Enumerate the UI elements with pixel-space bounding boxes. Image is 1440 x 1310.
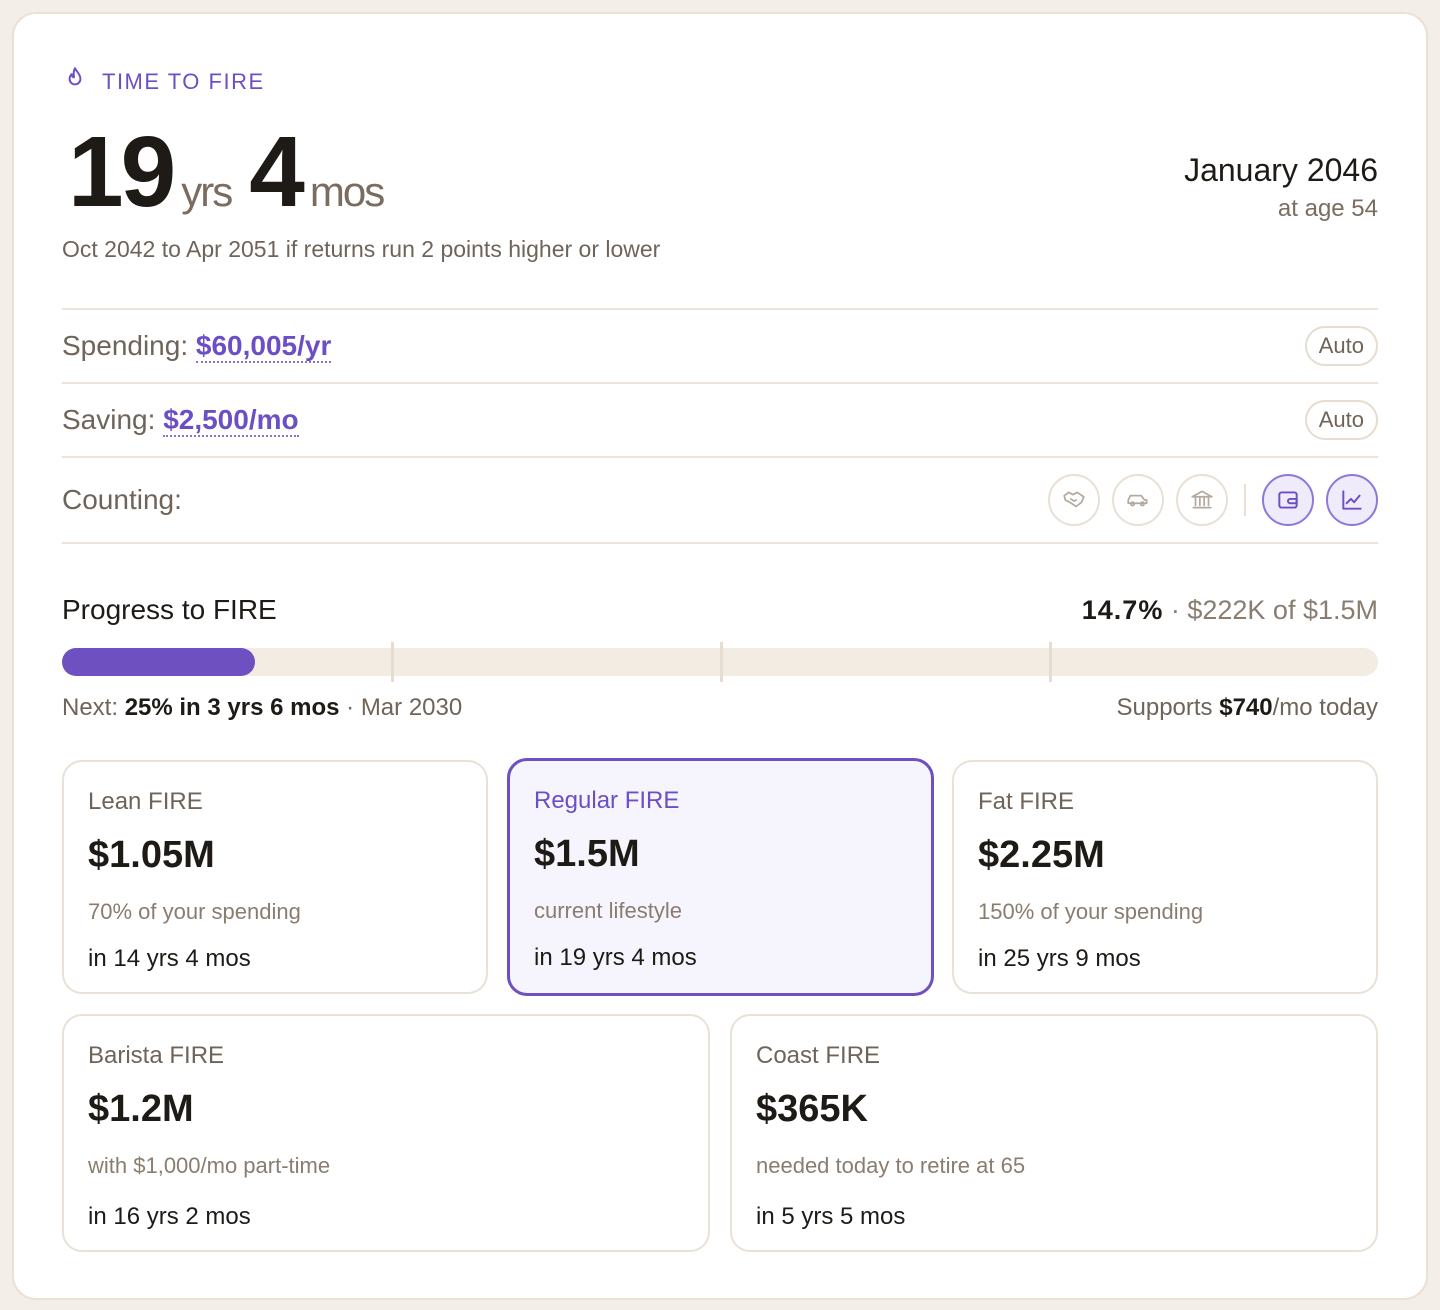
chart-line-icon <box>1342 490 1362 510</box>
spending-row: Spending: $60,005/yr Auto <box>62 308 1378 382</box>
supports-prefix: Supports <box>1116 694 1213 721</box>
fire-card-title: Fat FIRE <box>978 788 1075 815</box>
investments-toggle[interactable] <box>1326 474 1378 526</box>
target-date-block: January 2046 at age 54 <box>1184 152 1378 223</box>
range-text: Oct 2042 to Apr 2051 if returns run 2 po… <box>62 236 661 262</box>
saving-value-link[interactable]: $2,500/mo <box>163 404 299 437</box>
fire-card-time: in 14 yrs 4 mos <box>88 945 251 972</box>
target-date: January 2046 <box>1184 152 1378 188</box>
car-toggle[interactable] <box>1112 474 1164 526</box>
fire-card-amount: $365K <box>756 1088 868 1130</box>
target-age: at age 54 <box>1277 195 1378 222</box>
milestone-tick <box>391 642 394 682</box>
fire-card-title: Lean FIRE <box>88 788 203 815</box>
fire-card-title: Regular FIRE <box>534 787 680 814</box>
fire-card-description: with $1,000/mo part-time <box>88 1153 331 1178</box>
next-separator: · <box>346 694 355 721</box>
eyebrow-label: TIME TO FIRE <box>102 69 265 94</box>
progress-percent: 14.7% <box>1081 594 1164 625</box>
next-value: 25% in 3 yrs 6 mos <box>124 694 340 721</box>
coast-fire-card[interactable]: Coast FIRE $365K needed today to retire … <box>730 1014 1378 1252</box>
spending-label-group: Spending: $60,005/yr <box>62 330 332 363</box>
progress-title: Progress to FIRE <box>62 594 277 625</box>
progress-bar-fill <box>62 648 255 676</box>
fire-card-description: 150% of your spending <box>978 899 1204 924</box>
panel-content: TIME TO FIRE 19 yrs 4 mos January 2046 a… <box>62 14 1378 1298</box>
bank-icon <box>1191 490 1213 509</box>
lean-fire-card[interactable]: Lean FIRE $1.05M 70% of your spending in… <box>62 760 488 994</box>
fat-fire-card[interactable]: Fat FIRE $2.25M 150% of your spending in… <box>952 760 1378 994</box>
car-icon <box>1127 494 1148 507</box>
fire-card-description: needed today to retire at 65 <box>756 1153 1026 1178</box>
supports-suffix: /mo today <box>1272 694 1378 721</box>
counting-toggles <box>1048 474 1378 526</box>
fire-card-time: in 19 yrs 4 mos <box>534 944 697 971</box>
bank-toggle[interactable] <box>1176 474 1228 526</box>
fire-card-time: in 5 yrs 5 mos <box>756 1203 906 1230</box>
saving-auto-button[interactable]: Auto <box>1304 400 1378 440</box>
fire-card-description: 70% of your spending <box>88 899 301 924</box>
fire-card-amount: $1.2M <box>88 1088 194 1130</box>
flame-icon <box>62 66 88 98</box>
fire-card-amount: $1.5M <box>534 833 640 875</box>
next-label: Next: <box>62 694 119 721</box>
months-unit: mos <box>309 168 385 215</box>
saving-row: Saving: $2,500/mo Auto <box>62 382 1378 456</box>
supports-value: $740 <box>1219 694 1273 721</box>
toggle-divider <box>1244 484 1246 516</box>
wallet-toggle[interactable] <box>1262 474 1314 526</box>
fire-card-time: in 25 yrs 9 mos <box>978 945 1141 972</box>
years-unit: yrs <box>181 168 233 215</box>
counting-row: Counting: <box>62 456 1378 544</box>
fire-card-title: Coast FIRE <box>756 1042 881 1069</box>
milestone-tick <box>1049 642 1052 682</box>
months-value: 4 <box>249 116 305 228</box>
progress-bar <box>62 642 1378 682</box>
spending-auto-button[interactable]: Auto <box>1304 326 1378 366</box>
progress-amount: $222K of $1.5M <box>1187 594 1378 625</box>
eyebrow: TIME TO FIRE <box>62 66 265 98</box>
next-milestone: Next: 25% in 3 yrs 6 mos · Mar 2030 <box>62 694 462 722</box>
progress-separator: · <box>1170 594 1180 625</box>
spending-label: Spending: <box>62 330 189 361</box>
wallet-icon <box>1278 491 1298 509</box>
fire-card-description: current lifestyle <box>534 898 682 923</box>
saving-label-group: Saving: $2,500/mo <box>62 404 299 437</box>
time-to-fire: 19 yrs 4 mos <box>68 122 401 222</box>
handshake-toggle[interactable] <box>1048 474 1100 526</box>
fire-card-amount: $1.05M <box>88 834 215 876</box>
milestone-tick <box>720 642 723 682</box>
saving-label: Saving: <box>62 404 156 435</box>
fire-card-title: Barista FIRE <box>88 1042 225 1069</box>
fire-card-time: in 16 yrs 2 mos <box>88 1203 251 1230</box>
barista-fire-card[interactable]: Barista FIRE $1.2M with $1,000/mo part-t… <box>62 1014 710 1252</box>
progress-header: Progress to FIRE 14.7% · $222K of $1.5M <box>62 594 1378 626</box>
next-date: Mar 2030 <box>360 694 463 721</box>
regular-fire-card[interactable]: Regular FIRE $1.5M current lifestyle in … <box>507 758 934 996</box>
fire-card-panel: TIME TO FIRE 19 yrs 4 mos January 2046 a… <box>12 12 1428 1300</box>
supports-text: Supports $740/mo today <box>1116 694 1378 722</box>
years-value: 19 <box>68 116 176 228</box>
handshake-icon <box>1063 491 1085 508</box>
counting-label: Counting: <box>62 484 182 515</box>
spending-value-link[interactable]: $60,005/yr <box>195 330 332 363</box>
fire-card-amount: $2.25M <box>978 834 1105 876</box>
progress-summary: 14.7% · $222K of $1.5M <box>1082 595 1378 626</box>
